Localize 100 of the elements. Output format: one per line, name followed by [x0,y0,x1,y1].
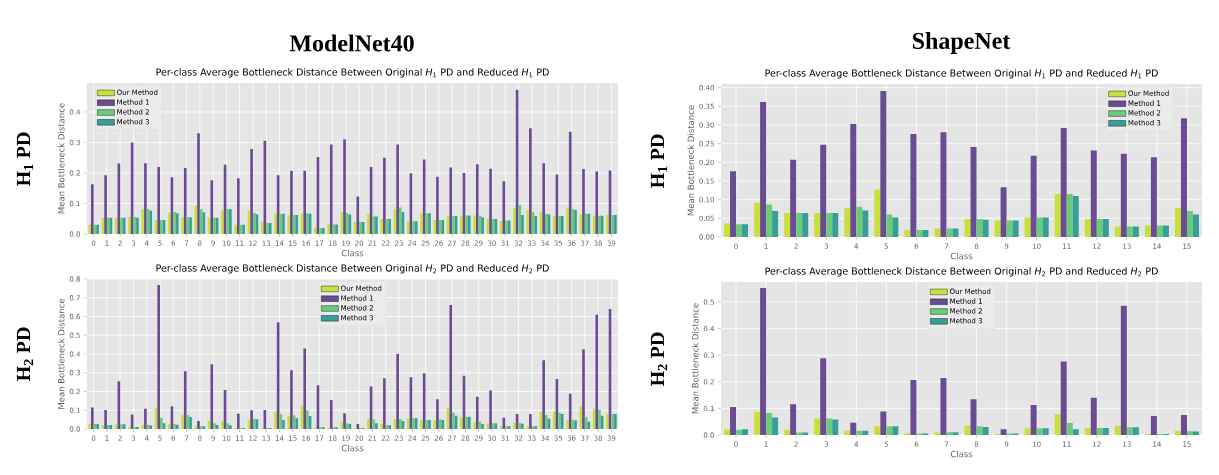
bar [1060,361,1067,435]
bar [1114,226,1121,237]
bar [760,288,767,435]
bar [946,228,953,237]
text: ShapeNet [912,32,1011,54]
y-axis-title: Mean Bottleneck Distance [57,298,65,409]
bar [290,170,293,234]
bar [141,424,145,429]
bar [144,408,147,429]
bar [760,101,767,237]
bar [566,420,569,429]
bar [1030,155,1037,237]
bar [282,420,285,429]
bar [90,184,94,234]
bar [1132,226,1139,237]
bar [1042,217,1049,237]
bar [210,364,214,429]
bar [210,180,214,234]
bar [499,220,503,234]
bar [1150,416,1157,435]
bar [380,219,384,234]
bar [1072,195,1079,237]
bar [1162,225,1169,237]
bar [582,349,585,429]
bar [279,414,283,429]
x-axis-title: Class [341,444,364,452]
bar [303,348,307,429]
bar [449,167,453,234]
bar [784,213,791,237]
bar [367,419,370,429]
bar [934,228,941,237]
bar [814,213,821,237]
bar [237,413,240,429]
bar [518,205,522,234]
bar [856,206,863,237]
bar [1120,153,1127,237]
bar [422,159,426,234]
bar [730,171,737,237]
bar [237,178,240,234]
bar [114,217,118,234]
bar [274,213,277,234]
bar [952,432,959,435]
bar [422,373,426,429]
bar [1102,219,1109,237]
bar [766,204,773,237]
bar [1180,118,1187,237]
bar [260,222,264,234]
bar [529,414,532,429]
bar [489,168,492,234]
bar [234,224,238,234]
bar [784,429,791,435]
chart-title: Per-class Average Bottleneck Distance Between Original H$_{2}$ PD and Reduced H$_{2}$ PD [765,267,1158,277]
bar [934,432,941,435]
bar [343,413,346,429]
bar [521,215,524,234]
bar [802,213,809,237]
bar [892,217,899,237]
bar [742,429,749,435]
bar [850,422,857,435]
bar [473,215,476,234]
bar [724,223,731,237]
bar [886,214,893,237]
bar [460,215,463,234]
bar [287,415,291,429]
bar [290,370,293,429]
bar [513,208,516,234]
bar [383,157,386,234]
bar [398,207,402,234]
bar [552,411,556,429]
bar [420,420,423,429]
bar [1096,219,1103,237]
bar [375,423,378,429]
bar [1114,425,1121,435]
bar [880,91,887,237]
bar [940,378,947,435]
bar [595,314,599,429]
bar [513,423,516,429]
bar [820,358,827,435]
bar [964,425,971,435]
bar [904,229,911,237]
bar [826,418,833,435]
bar [167,212,171,234]
bar [1174,430,1181,435]
bar [1174,207,1181,237]
bar [724,429,731,435]
bar [1072,429,1079,435]
bar [730,407,737,435]
bar [90,407,94,429]
bar [1006,220,1013,237]
bar [160,417,163,429]
bar [1156,225,1163,237]
bar [1084,428,1091,435]
bar [742,224,749,237]
bar [356,423,360,429]
bar [396,354,399,429]
bar [114,424,118,429]
bar [197,133,200,234]
bar [420,213,423,234]
bar [197,420,200,429]
bar [772,210,779,237]
